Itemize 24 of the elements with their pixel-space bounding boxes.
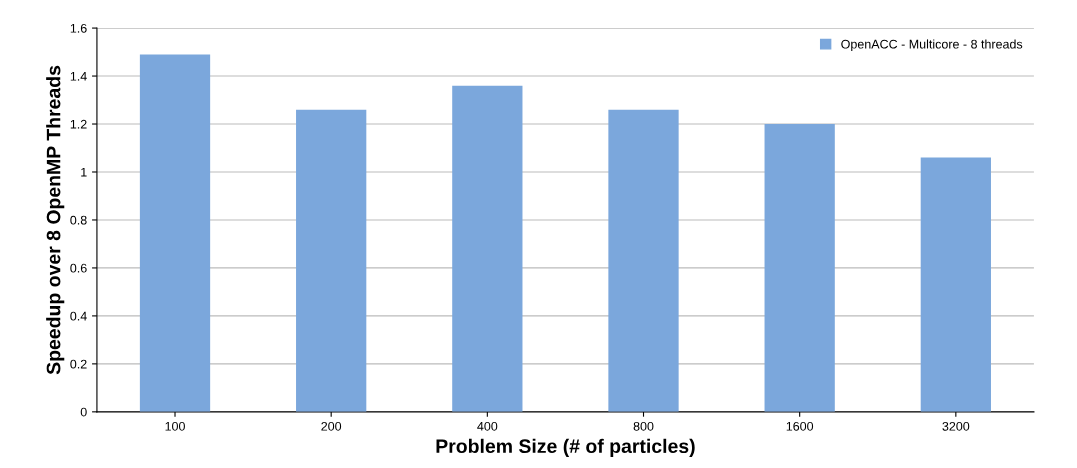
bar — [608, 109, 679, 412]
bar — [139, 54, 211, 412]
x-tick-label: 400 — [477, 421, 498, 431]
bar — [452, 85, 523, 412]
y-tick-label: 1.6 — [70, 23, 87, 33]
x-tick-label: 800 — [633, 421, 654, 431]
y-tick-label: 1 — [81, 167, 87, 177]
y-axis-title: Speedup over 8 OpenMP Threads — [46, 65, 65, 375]
legend-label: OpenACC - Multicore - 8 threads — [841, 39, 1023, 52]
x-tick-label: 100 — [165, 421, 185, 431]
bar — [920, 157, 991, 412]
bar — [296, 109, 367, 412]
y-tick-label: 0.4 — [70, 311, 87, 321]
y-tick-label: 0.6 — [70, 263, 87, 273]
y-tick-label: 0 — [80, 407, 87, 417]
bar — [764, 124, 835, 412]
y-tick-label: 1.4 — [70, 71, 87, 81]
y-tick-label: 0.2 — [70, 359, 87, 369]
x-tick-label: 3200 — [942, 421, 970, 431]
y-tick-label: 1.2 — [70, 119, 87, 129]
x-tick-label: 200 — [321, 421, 342, 431]
x-tick-label: 1600 — [786, 421, 814, 431]
y-tick-label: 0.8 — [70, 215, 87, 225]
x-axis-title: Problem Size (# of particles) — [436, 438, 695, 457]
